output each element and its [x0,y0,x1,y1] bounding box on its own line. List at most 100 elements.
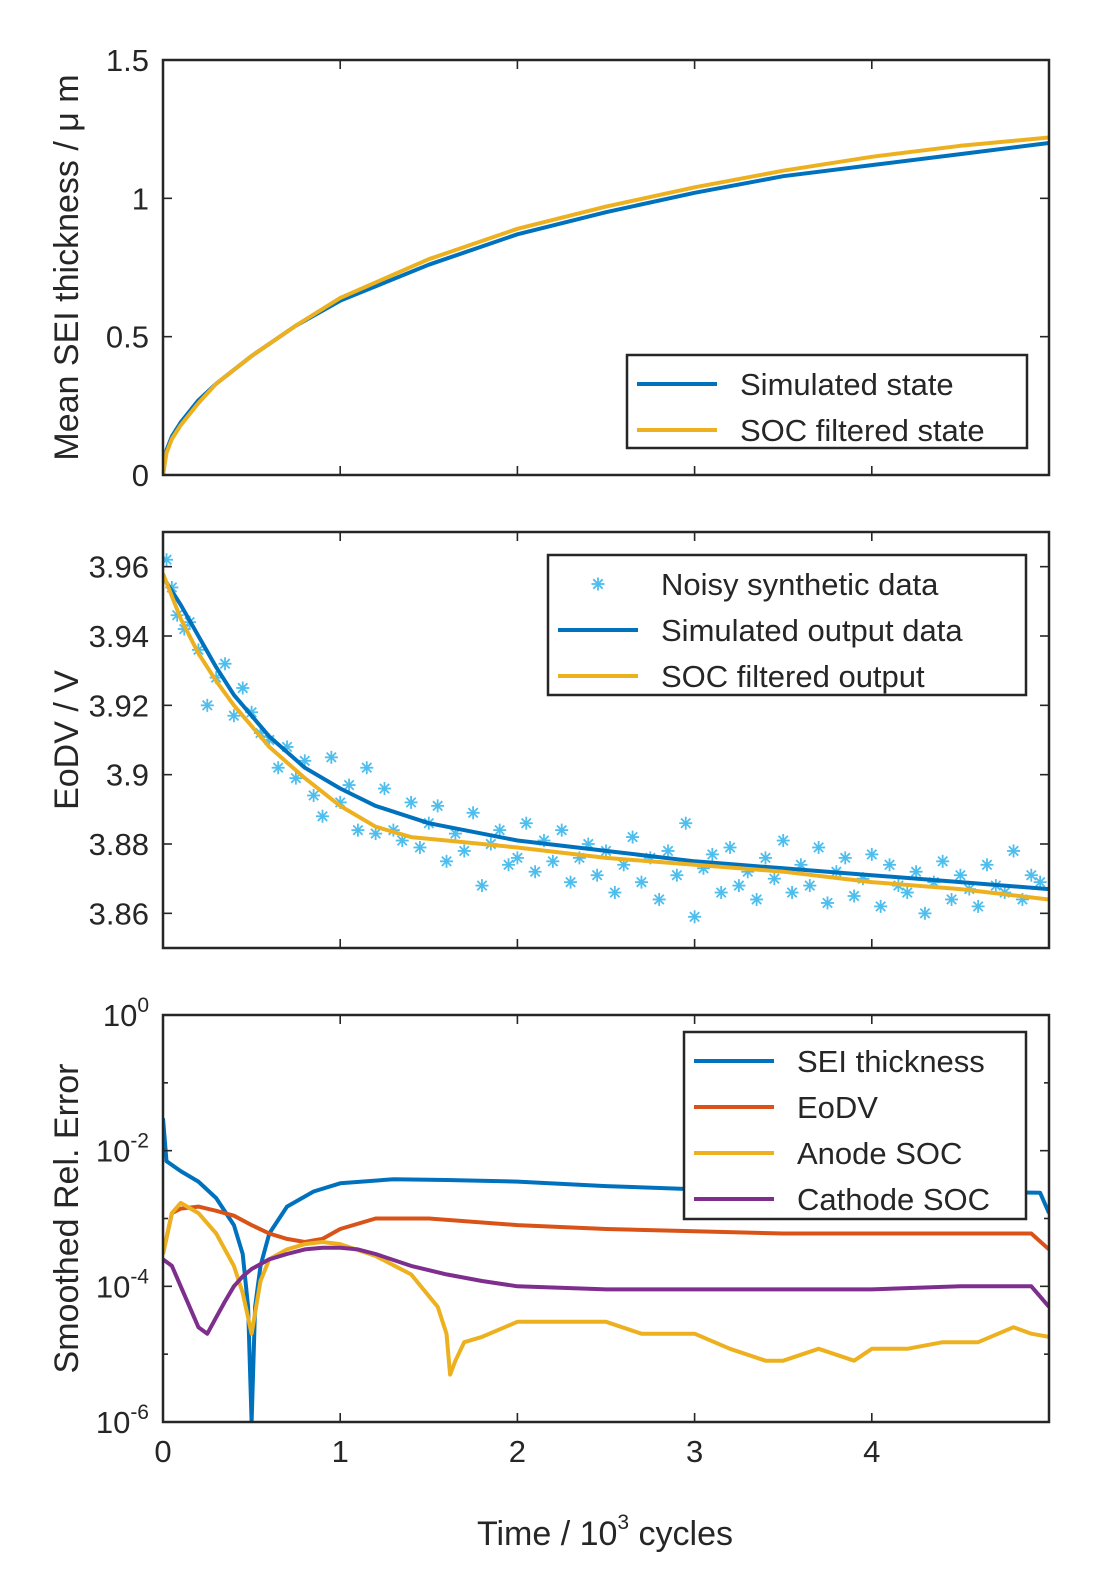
data-point [307,788,321,802]
y-tick-label: 3.96 [89,550,149,585]
data-point [218,657,232,671]
data-point [936,854,950,868]
data-point [821,896,834,910]
data-point [847,889,861,903]
panel-relative-error: 10-6 10-4 10-2 100 0 1 2 3 4 Smoothed Rel. Error S… [48,994,1051,1469]
data-point [865,847,879,861]
x-axis-label-text: Time / 103 cycles [477,1511,733,1553]
data-point [900,886,914,900]
data-point [971,899,985,913]
data-point [440,854,454,868]
legend-entry-eodv: EoDV [694,1090,878,1125]
legend: Simulated state SOC filtered state [625,353,1029,450]
data-point [431,799,445,813]
data-point [634,875,648,889]
legend-entry-sei-thickness: SEI thickness [694,1044,985,1079]
data-point [493,823,507,837]
data-point [909,865,923,879]
legend-label: EoDV [797,1090,878,1125]
data-point [785,886,799,900]
y-tick-label: 10-6 [96,1401,149,1440]
legend-entry-soc-filtered-state: SOC filtered state [637,413,985,448]
legend-label: SOC filtered output [661,659,925,694]
legend-label: SOC filtered state [740,413,985,448]
series-line-eodv [163,1204,1049,1255]
data-point [608,886,622,900]
x-tick-label: 0 [154,1434,171,1469]
x-tick-label: 4 [863,1434,880,1469]
data-point [528,865,542,879]
data-point [519,816,533,830]
data-point [378,782,391,796]
y-tick-label: 0 [132,458,149,493]
y-tick-label: 100 [103,994,149,1033]
data-point [670,868,684,882]
data-point [271,761,285,775]
series-line-soc-filtered-state [163,135,1049,475]
legend: Noisy synthetic data Simulated output dat… [546,553,1028,697]
legend-entry-cathode-soc: Cathode SOC [694,1182,990,1217]
data-point [688,910,702,924]
data-point [750,892,764,906]
legend-box [546,553,1028,697]
data-point [758,851,772,865]
data-point [404,795,418,809]
series-group [163,135,1049,475]
data-point [838,851,852,865]
data-point [1024,868,1038,882]
y-tick-label: 3.88 [89,827,149,862]
y-tick-label: 10-4 [96,1265,149,1304]
plot-frame [161,530,1051,950]
data-point [803,879,817,893]
data-point [351,823,365,837]
x-axis-label: Time / 103 cycles [477,1511,733,1553]
x-tick-label: 2 [509,1434,526,1469]
legend-label: Anode SOC [797,1136,962,1171]
data-point [918,906,932,920]
data-point [564,875,578,889]
y-tick-label: 3.94 [89,619,149,654]
data-point [714,886,728,900]
data-point [555,823,569,837]
data-point [945,892,959,906]
data-point [874,899,888,913]
y-axis-label: EoDV / V [48,670,86,810]
data-point [661,844,675,858]
data-point [324,750,338,764]
data-point [767,872,781,886]
data-point [475,879,489,893]
y-tick-label: 3.9 [106,758,149,793]
data-point [679,816,693,830]
data-point [413,840,427,854]
legend-entry-soc-filtered-output: SOC filtered output [558,659,925,694]
data-point [1007,844,1021,858]
data-point [732,879,746,893]
legend-box [682,1030,1028,1221]
data-point [466,806,480,820]
data-point [590,868,604,882]
y-tick-label: 1.5 [106,43,149,78]
data-point [236,681,250,695]
data-point [883,858,897,872]
data-point [723,840,737,854]
panel-sei-thickness: 0 0.5 1 1.5 Mean SEI thickness / μ m Simulate… [48,43,1051,493]
y-tick-label: 0.5 [106,320,149,355]
x-tick-label: 3 [686,1434,703,1469]
data-point [953,868,967,882]
data-point [360,761,374,775]
series-line-soc-filtered-output [163,572,1049,902]
plot-frame [161,58,1051,477]
data-point [170,608,184,622]
y-tick-label: 3.86 [89,896,149,931]
legend-label: Noisy synthetic data [661,567,939,602]
data-point [200,698,214,712]
legend-entry-simulated-state: Simulated state [637,367,954,402]
data-point [652,892,666,906]
data-point [342,778,356,792]
y-axis-label: Smoothed Rel. Error [48,1064,86,1374]
panel-eodv: 3.86 3.88 3.9 3.92 3.94 3.96 EoDV / V Noisy syn… [48,530,1051,950]
y-tick-label: 10-2 [96,1130,149,1169]
legend-marker [591,577,605,591]
series-line-simulated-output-data [163,576,1049,892]
